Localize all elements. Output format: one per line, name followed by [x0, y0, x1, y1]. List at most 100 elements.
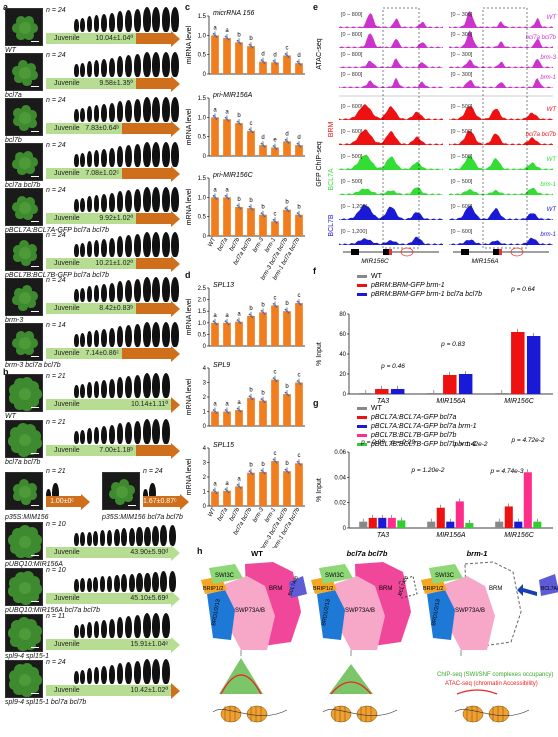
dissected-leaf — [161, 7, 170, 32]
grouped-bar-chart: 0 20 40 60 80 % Input TA3 MIR156A MIR156C WT pBRM:… — [316, 273, 553, 405]
y-tick-label: 0.06 — [334, 450, 346, 456]
significance-letter: b — [285, 200, 289, 206]
rosette-leaf — [27, 109, 38, 120]
rosette-leaf — [12, 201, 23, 212]
dissected-leaf — [93, 195, 100, 212]
dissected-leaf — [52, 482, 59, 502]
chart-title: SPL9 — [213, 362, 230, 369]
adult-phase-bar — [136, 445, 171, 456]
rosette-leaf — [13, 491, 24, 502]
nucleosome — [462, 705, 484, 723]
bar — [465, 522, 474, 528]
track-genotype: bcl7a bcl7b — [526, 35, 557, 41]
significance-letter: d — [297, 53, 300, 59]
dissected-leaf — [152, 613, 161, 638]
replicate-point — [284, 207, 287, 210]
dissected-leaf — [74, 244, 79, 257]
rosette-center — [19, 628, 31, 640]
legend-entry: WT — [371, 405, 383, 412]
dissected-leaf — [93, 381, 100, 398]
replicate-point — [284, 468, 287, 471]
significance-letter: a — [237, 312, 241, 318]
track-range: [0 – 800] — [341, 72, 363, 78]
track-range: [0 – 500] — [451, 104, 473, 110]
dissected-leaf — [124, 324, 133, 347]
p-value: p = 0.64 — [510, 286, 535, 293]
y-tick-label: 0 — [203, 154, 207, 160]
scale-bar — [31, 406, 39, 408]
subunit-label: BRM — [379, 586, 392, 592]
rosette-leaf — [12, 244, 23, 255]
dissected-leaf — [80, 383, 86, 398]
chart-title: pri-MIR156A — [212, 92, 253, 99]
y-tick-label: 4 — [203, 366, 207, 372]
dissected-leaf — [116, 423, 124, 444]
bar — [247, 130, 255, 156]
dissected-leaf — [133, 98, 142, 122]
dissected-leaf — [160, 525, 168, 546]
dissected-leaf — [142, 52, 151, 77]
genotype-label: WT — [5, 47, 16, 54]
significance-letter: b — [261, 302, 265, 308]
dissected-leaf — [143, 489, 148, 502]
replicate-point — [236, 204, 239, 207]
dissected-leaf — [152, 571, 159, 592]
bar — [359, 521, 368, 528]
replicate-point — [224, 116, 227, 119]
bar — [235, 207, 243, 236]
arrow-tip — [171, 442, 180, 459]
replicate-point — [215, 492, 218, 494]
rosette-leaf — [14, 287, 25, 298]
replicate-point — [239, 207, 242, 210]
bar — [223, 119, 231, 156]
dissected-leaf — [152, 52, 161, 77]
y-tick-label: 2 — [203, 475, 207, 481]
significance-letter: d — [261, 52, 264, 58]
sample-size: n = 24 — [46, 277, 66, 284]
significance-letter: b — [249, 388, 253, 394]
dissected-leaf — [144, 572, 151, 592]
rosette-leaf — [20, 255, 31, 266]
dissected-leaf — [121, 574, 128, 592]
replicate-point — [272, 60, 275, 62]
significance-letter: a — [225, 313, 229, 319]
genotype-label: p35S:MIM156 — [5, 514, 49, 521]
replicate-point — [212, 194, 215, 197]
replicate-point — [226, 196, 228, 199]
dissected-leaf — [133, 374, 142, 398]
replicate-point — [263, 312, 266, 315]
replicate-point — [284, 391, 287, 394]
swp73-subunit — [445, 576, 495, 650]
significance-letter: b — [237, 32, 241, 38]
rosette-leaf — [27, 70, 38, 81]
adult-phase-bar: 1.00±0ᶜ — [46, 496, 81, 507]
nucleosome — [330, 705, 352, 723]
panel-label-d: d — [185, 270, 191, 280]
replicate-point — [248, 313, 251, 316]
bar — [259, 214, 267, 236]
dissected-leaf — [74, 154, 79, 167]
juvenile-leaf-count: 45.10±5.69ᵈ — [130, 595, 168, 602]
replicate-point — [227, 323, 230, 326]
rosette-leaf — [118, 479, 129, 490]
replicate-point — [272, 145, 275, 147]
dissected-leaf — [86, 531, 92, 546]
dissected-leaf — [133, 614, 142, 638]
phase-arrow: Juvenile 10.04±1.04ª — [46, 30, 180, 47]
dissected-leaf — [86, 286, 93, 302]
y-tick-label: 0.5 — [198, 53, 207, 59]
dissected-leaf — [121, 528, 128, 546]
juvenile-phase-bar: Juvenile 7.08±1.02ᶜ — [46, 168, 122, 179]
juvenile-leaf-count: 8.42±0.83ᵇ — [99, 305, 133, 312]
region-highlight — [482, 7, 528, 249]
arrow-tip — [171, 255, 180, 272]
rosette-leaf — [22, 150, 33, 161]
dissected-leaf — [74, 199, 79, 212]
track-range: [0 – 800] — [341, 12, 363, 18]
replicate-point — [224, 320, 227, 323]
track-genotype: WT — [547, 107, 558, 113]
replicate-point — [296, 60, 299, 63]
replicate-point — [239, 42, 242, 45]
replicate-point — [286, 54, 288, 57]
replicate-point — [239, 123, 242, 126]
